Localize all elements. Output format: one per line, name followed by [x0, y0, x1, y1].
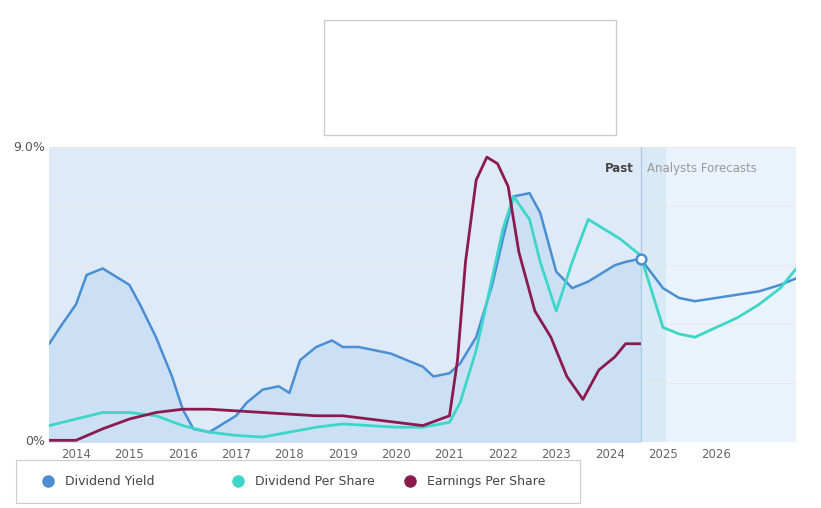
FancyBboxPatch shape — [324, 20, 616, 135]
Text: €0.239: €0.239 — [476, 90, 521, 103]
Text: Dividend Per Share: Dividend Per Share — [255, 475, 374, 488]
Text: 5.6%: 5.6% — [476, 62, 509, 75]
Bar — [640, 147, 664, 442]
Text: Dividend Yield: Dividend Yield — [342, 62, 426, 75]
Text: Jul 22 2024: Jul 22 2024 — [342, 34, 425, 47]
Text: No data: No data — [476, 115, 522, 129]
Text: Dividend Yield: Dividend Yield — [65, 475, 155, 488]
Text: /yr: /yr — [520, 90, 539, 103]
Text: /yr: /yr — [520, 62, 539, 75]
Text: Past: Past — [605, 162, 634, 175]
Text: Earnings Per Share: Earnings Per Share — [428, 475, 546, 488]
Bar — [49, 147, 640, 442]
Text: 0%: 0% — [25, 435, 45, 449]
Text: Analysts Forecasts: Analysts Forecasts — [647, 162, 757, 175]
Text: 9.0%: 9.0% — [14, 141, 45, 154]
FancyBboxPatch shape — [16, 460, 580, 503]
Bar — [640, 147, 796, 442]
Text: Earnings Per Share: Earnings Per Share — [342, 115, 454, 129]
Text: Dividend Per Share: Dividend Per Share — [342, 90, 455, 103]
